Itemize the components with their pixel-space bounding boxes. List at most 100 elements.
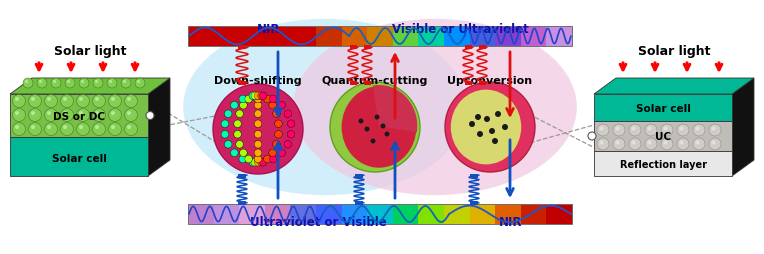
- Circle shape: [251, 93, 258, 100]
- Circle shape: [109, 81, 112, 84]
- Circle shape: [278, 102, 286, 109]
- Circle shape: [95, 98, 99, 102]
- Circle shape: [234, 120, 241, 128]
- Circle shape: [245, 96, 252, 103]
- Circle shape: [260, 93, 267, 100]
- Circle shape: [231, 149, 238, 157]
- Bar: [470, 27, 496, 47]
- Circle shape: [239, 96, 247, 103]
- Bar: [521, 204, 547, 224]
- Circle shape: [257, 93, 265, 100]
- Circle shape: [254, 131, 262, 138]
- Circle shape: [695, 141, 700, 145]
- Circle shape: [287, 120, 295, 128]
- Circle shape: [121, 79, 131, 89]
- Circle shape: [60, 123, 73, 136]
- Circle shape: [76, 95, 89, 108]
- Polygon shape: [10, 95, 148, 137]
- Circle shape: [484, 117, 490, 122]
- Bar: [444, 204, 470, 224]
- Text: Ultraviolet or Visible: Ultraviolet or Visible: [250, 215, 387, 228]
- Circle shape: [632, 141, 636, 145]
- Bar: [393, 204, 419, 224]
- Circle shape: [287, 131, 295, 138]
- Circle shape: [15, 98, 19, 102]
- Circle shape: [95, 112, 99, 116]
- Circle shape: [23, 79, 33, 89]
- Circle shape: [234, 131, 241, 138]
- Circle shape: [254, 149, 262, 157]
- Circle shape: [677, 138, 689, 150]
- Circle shape: [28, 123, 41, 136]
- Circle shape: [254, 93, 262, 100]
- Circle shape: [260, 93, 267, 100]
- Circle shape: [663, 127, 668, 131]
- Circle shape: [709, 138, 721, 150]
- Circle shape: [495, 112, 501, 118]
- Circle shape: [284, 141, 292, 148]
- Circle shape: [257, 93, 265, 100]
- Circle shape: [374, 115, 380, 120]
- Circle shape: [600, 141, 604, 145]
- Circle shape: [502, 124, 508, 131]
- Circle shape: [240, 149, 247, 157]
- Circle shape: [31, 125, 35, 130]
- Circle shape: [287, 120, 295, 128]
- Circle shape: [236, 110, 243, 118]
- Circle shape: [79, 79, 89, 89]
- Circle shape: [693, 124, 705, 136]
- Bar: [188, 27, 572, 47]
- Text: Solar light: Solar light: [638, 44, 711, 57]
- Circle shape: [137, 81, 140, 84]
- Circle shape: [648, 127, 652, 131]
- Circle shape: [384, 132, 390, 137]
- Bar: [393, 27, 419, 47]
- Circle shape: [588, 133, 596, 140]
- Circle shape: [146, 112, 154, 120]
- Circle shape: [93, 79, 103, 89]
- Text: Solar cell: Solar cell: [636, 103, 691, 113]
- Circle shape: [445, 83, 535, 172]
- Bar: [367, 204, 393, 224]
- Circle shape: [222, 120, 228, 128]
- Circle shape: [251, 159, 258, 166]
- Bar: [444, 27, 470, 47]
- Circle shape: [273, 141, 280, 148]
- Circle shape: [597, 124, 609, 136]
- Circle shape: [234, 131, 241, 138]
- Circle shape: [111, 125, 115, 130]
- Circle shape: [245, 156, 252, 163]
- Circle shape: [661, 138, 673, 150]
- Bar: [470, 204, 496, 224]
- Circle shape: [44, 95, 57, 108]
- Polygon shape: [594, 95, 732, 121]
- Circle shape: [616, 127, 620, 131]
- Circle shape: [108, 123, 121, 136]
- Circle shape: [108, 109, 121, 122]
- Circle shape: [225, 110, 232, 118]
- Circle shape: [39, 81, 42, 84]
- Circle shape: [597, 138, 609, 150]
- Circle shape: [79, 112, 83, 116]
- Bar: [290, 27, 316, 47]
- Circle shape: [380, 124, 386, 129]
- Bar: [546, 27, 572, 47]
- Circle shape: [284, 141, 292, 148]
- Circle shape: [270, 156, 277, 163]
- Circle shape: [239, 156, 247, 163]
- Ellipse shape: [342, 87, 416, 168]
- Text: Reflection layer: Reflection layer: [620, 159, 707, 169]
- Circle shape: [257, 159, 265, 166]
- Circle shape: [245, 96, 252, 103]
- Circle shape: [273, 141, 280, 148]
- Circle shape: [240, 102, 247, 109]
- Circle shape: [254, 156, 262, 163]
- Polygon shape: [148, 79, 170, 176]
- Bar: [214, 204, 240, 224]
- Circle shape: [249, 159, 257, 166]
- Circle shape: [47, 112, 51, 116]
- Circle shape: [661, 124, 673, 136]
- Polygon shape: [594, 79, 754, 95]
- Circle shape: [278, 102, 286, 109]
- Bar: [495, 204, 521, 224]
